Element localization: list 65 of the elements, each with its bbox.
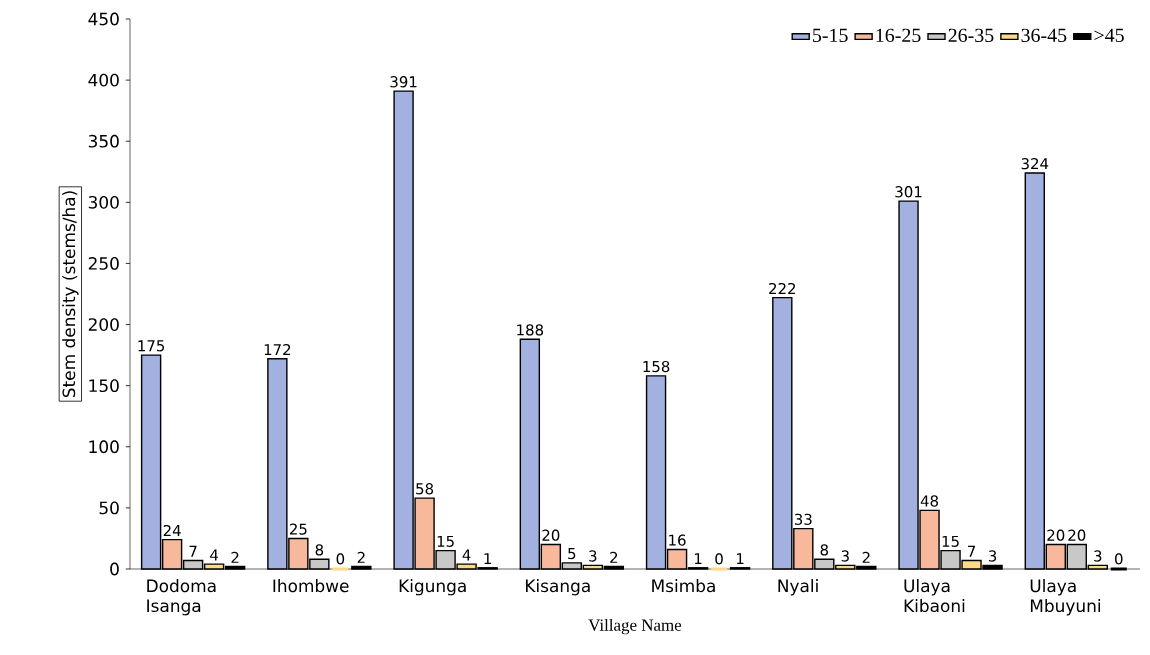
y-tick-label: 300 [88,195,119,209]
x-tick-label: Kisanga [525,579,590,596]
data-label: 20 [1047,529,1065,541]
data-label: 324 [1021,158,1049,170]
y-tick-label: 50 [99,501,119,515]
data-label: 58 [416,483,434,495]
legend-label: 16-25 [876,28,921,43]
data-label: 7 [968,545,976,557]
data-label: 5 [568,548,576,560]
y-tick-label: 400 [88,73,119,87]
data-label: 4 [462,549,471,561]
data-label: 158 [643,360,670,373]
y-tick-label: 450 [88,12,119,26]
data-label: 25 [289,523,307,535]
y-tick-label: 150 [89,379,119,393]
y-tick-label: 350 [88,134,119,148]
data-label: 391 [390,76,417,88]
data-label: 2 [357,551,365,563]
data-label: 15 [942,535,959,547]
x-tick-label: Ulaya Kibaoni [904,579,965,613]
data-label: 16 [669,534,686,546]
x-tick-label: Nyali [778,579,818,596]
data-label: 1 [736,553,744,565]
data-label: 20 [542,529,560,541]
legend-label: >45 [1094,28,1124,43]
data-label: 222 [769,282,796,294]
y-tick-label: 250 [88,257,119,270]
data-label: 188 [517,324,544,336]
data-label: 3 [988,550,997,562]
y-tick-label: 0 [110,562,119,576]
x-axis-title: Village Name [588,618,682,635]
x-tick-label: Ihombwe [273,579,349,593]
x-tick-label: Kigunga [399,579,466,596]
legend-label: 5-15 [813,28,848,43]
data-label: 33 [794,513,812,525]
data-label: 2 [862,551,870,563]
data-label: 3 [841,550,849,562]
data-label: 0 [715,553,723,565]
data-label: 301 [895,186,922,198]
data-label: 0 [336,553,345,565]
x-tick-label: Msimba [652,579,715,593]
data-label: 2 [610,551,618,563]
data-label: 20 [1068,529,1086,541]
y-tick-label: 100 [89,440,119,454]
y-axis-title: Stem density (stems/ha) [62,191,79,398]
data-label: 8 [820,544,829,556]
data-label: 175 [138,340,165,352]
data-label: 24 [163,524,181,536]
data-label: 48 [920,495,939,507]
data-label: 172 [264,344,291,356]
y-tick-label: 200 [88,318,119,331]
data-label: 1 [484,553,491,565]
data-label: 1 [694,553,702,565]
legend-label: 26-35 [948,28,994,43]
x-tick-label: Dodoma Isanga [147,579,216,616]
data-label: 8 [315,544,324,556]
data-label: 7 [189,545,197,557]
data-label: 15 [437,535,454,547]
x-tick-label: Ulaya Mbuyuni [1030,579,1101,616]
data-label: 3 [1094,550,1102,562]
data-label: 3 [589,550,597,562]
data-label: 2 [231,551,239,563]
data-label: 0 [1115,553,1123,565]
legend-label: 36-45 [1021,28,1067,43]
data-label: 4 [210,549,219,561]
